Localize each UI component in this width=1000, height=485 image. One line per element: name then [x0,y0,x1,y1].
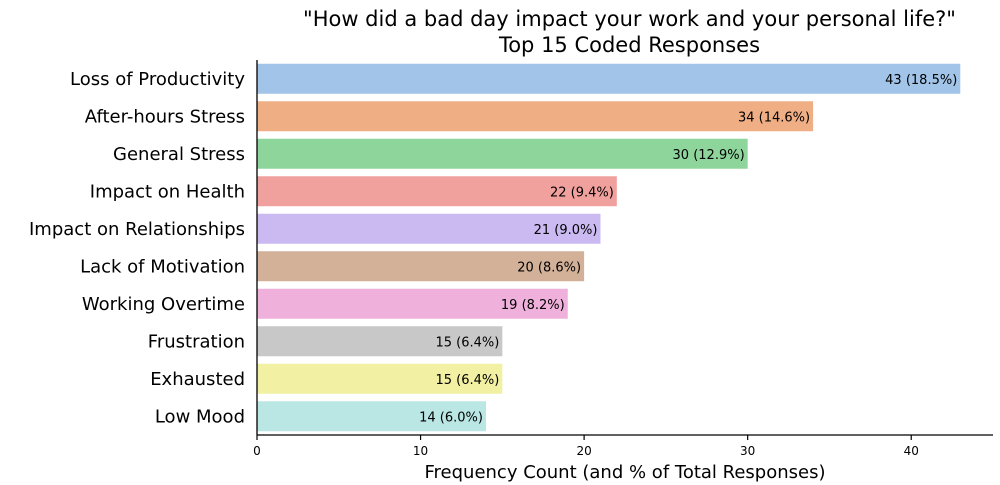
category-label-4: Impact on Relationships [29,219,245,240]
bar-8 [257,363,503,394]
category-label-5: Lack of Motivation [80,256,245,277]
x-tick-label-0: 0 [253,444,261,458]
bar-7 [257,326,503,357]
category-label-0: Loss of Productivity [70,69,245,90]
value-label-3: 22 (9.4%) [550,185,614,200]
x-ticks-group: 0 10 20 30 40 [253,435,919,458]
category-label-3: Impact on Health [90,181,245,202]
value-label-1: 34 (14.6%) [738,110,810,125]
x-axis-title: Frequency Count (and % of Total Response… [424,462,825,483]
value-label-6: 19 (8.2%) [501,298,565,313]
chart-title: "How did a bad day impact your work and … [257,6,1000,58]
value-label-5: 20 (8.6%) [517,260,581,275]
bars-group [257,63,961,432]
value-label-2: 30 (12.9%) [673,148,745,163]
value-labels-group: 43 (18.5%) 34 (14.6%) 30 (12.9%) 22 (9.4%) 2… [419,73,957,426]
value-label-0: 43 (18.5%) [885,73,957,88]
category-label-1: After-hours Stress [85,106,245,127]
x-tick-label-4: 40 [904,444,919,458]
bar-3 [257,176,617,207]
category-label-8: Exhausted [150,369,245,390]
x-tick-label-1: 10 [413,444,428,458]
bar-9 [257,401,486,432]
chart-title-line-1: "How did a bad day impact your work and … [303,7,956,31]
bar-1 [257,101,814,132]
bar-0 [257,63,961,94]
x-tick-label-2: 20 [576,444,591,458]
bar-5 [257,251,585,282]
value-label-9: 14 (6.0%) [419,410,483,425]
value-label-8: 15 (6.4%) [435,373,499,388]
chart-title-line-2: Top 15 Coded Responses [498,33,761,57]
bar-4 [257,213,601,244]
category-label-6: Working Overtime [82,294,245,315]
category-label-2: General Stress [113,144,245,165]
category-labels-group: Loss of Productivity After-hours Stress Ge… [29,69,245,428]
bar-2 [257,138,748,169]
category-label-7: Frustration [148,331,245,352]
bar-6 [257,288,568,319]
value-label-4: 21 (9.0%) [534,223,598,238]
value-label-7: 15 (6.4%) [435,335,499,350]
category-label-9: Low Mood [155,406,245,427]
x-tick-label-3: 30 [740,444,755,458]
